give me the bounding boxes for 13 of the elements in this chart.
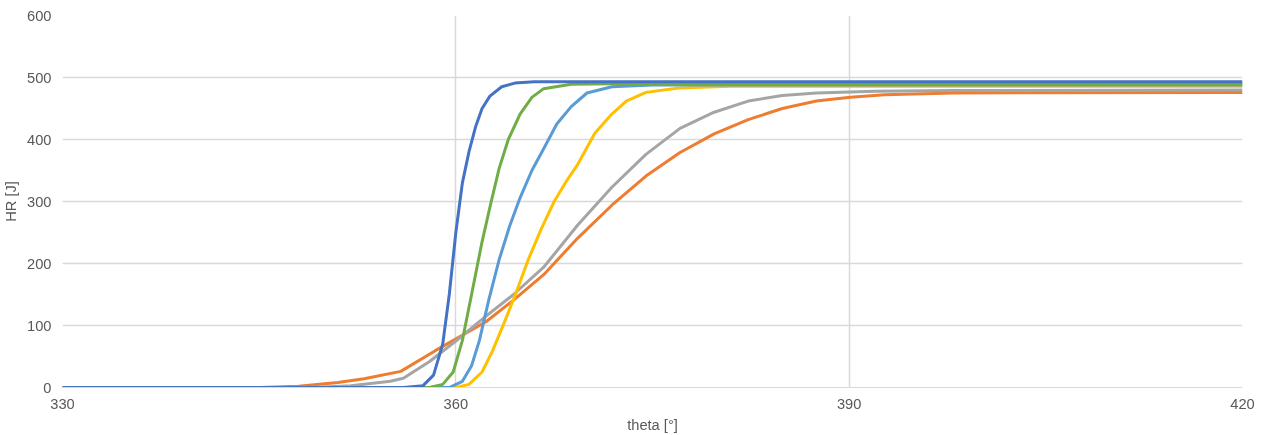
x-tick-label: 330 <box>50 395 75 412</box>
y-tick-label: 400 <box>27 131 52 148</box>
x-tick-label: 420 <box>1230 395 1255 412</box>
y-tick-label: 100 <box>27 317 52 334</box>
y-tick-label: 200 <box>27 255 52 272</box>
y-tick-label: 500 <box>27 69 52 86</box>
y-tick-label: 600 <box>27 7 52 24</box>
y-axis-title: HR [J] <box>3 181 20 222</box>
x-axis-title: theta [°] <box>627 416 678 433</box>
y-tick-label: 300 <box>27 193 52 210</box>
x-tick-label: 390 <box>836 395 862 412</box>
x-tick-label: 360 <box>443 395 469 412</box>
y-tick-label: 0 <box>43 379 52 396</box>
